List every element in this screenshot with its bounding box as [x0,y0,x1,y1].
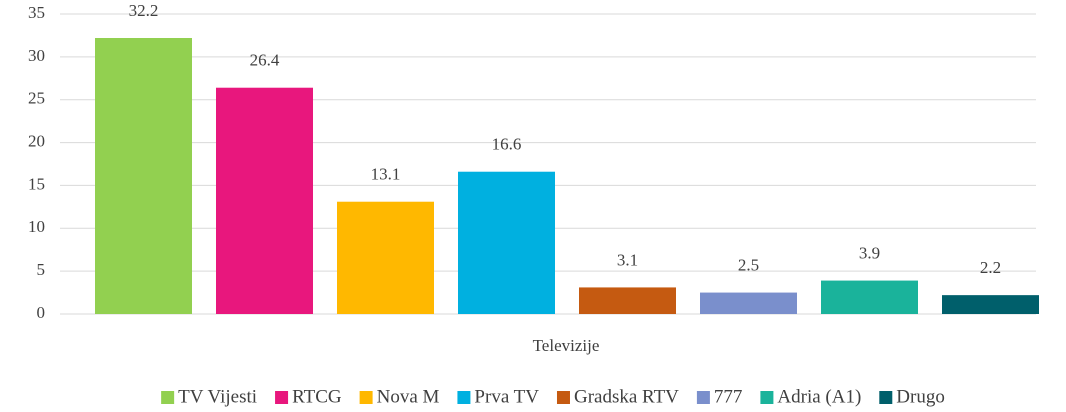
data-label: 32.2 [129,1,159,20]
bar [95,38,192,314]
y-tick-label: 35 [28,3,45,22]
data-label: 13.1 [371,165,401,184]
y-tick-label: 0 [37,303,46,322]
bar [821,280,918,314]
bar [216,87,313,314]
data-label: 2.5 [738,255,759,274]
legend-swatch [457,391,471,404]
legend-label: Nova M [377,386,440,407]
legend-swatch [760,391,774,404]
bar [700,292,797,314]
legend-swatch [556,391,570,404]
y-tick-label: 15 [28,174,45,193]
legend-label: RTCG [292,386,342,407]
data-label: 3.1 [617,250,638,269]
category-label: Televizije [533,336,600,355]
data-label: 2.2 [980,258,1001,277]
legend-swatch [696,391,710,404]
legend-swatch [359,391,373,404]
legend-label: 777 [714,386,743,407]
legend-swatch [879,391,893,404]
y-tick-label: 5 [37,260,46,279]
legend-label: Adria (A1) [777,386,861,407]
y-tick-label: 20 [28,131,45,150]
legend-swatch [161,391,175,404]
data-label: 16.6 [492,135,522,154]
bar [942,295,1039,314]
y-tick-label: 25 [28,89,45,108]
legend-label: Gradska RTV [574,386,679,407]
data-label: 3.9 [859,243,880,262]
bar [579,287,676,314]
bar [458,171,555,314]
data-label: 26.4 [250,51,280,70]
y-tick-label: 30 [28,46,45,65]
legend-label: TV Vijesti [178,386,257,407]
legend-label: Prva TV [474,386,539,407]
legend-swatch [275,391,289,404]
legend-label: Drugo [896,386,945,407]
bar [337,201,434,314]
y-tick-label: 10 [28,217,45,236]
